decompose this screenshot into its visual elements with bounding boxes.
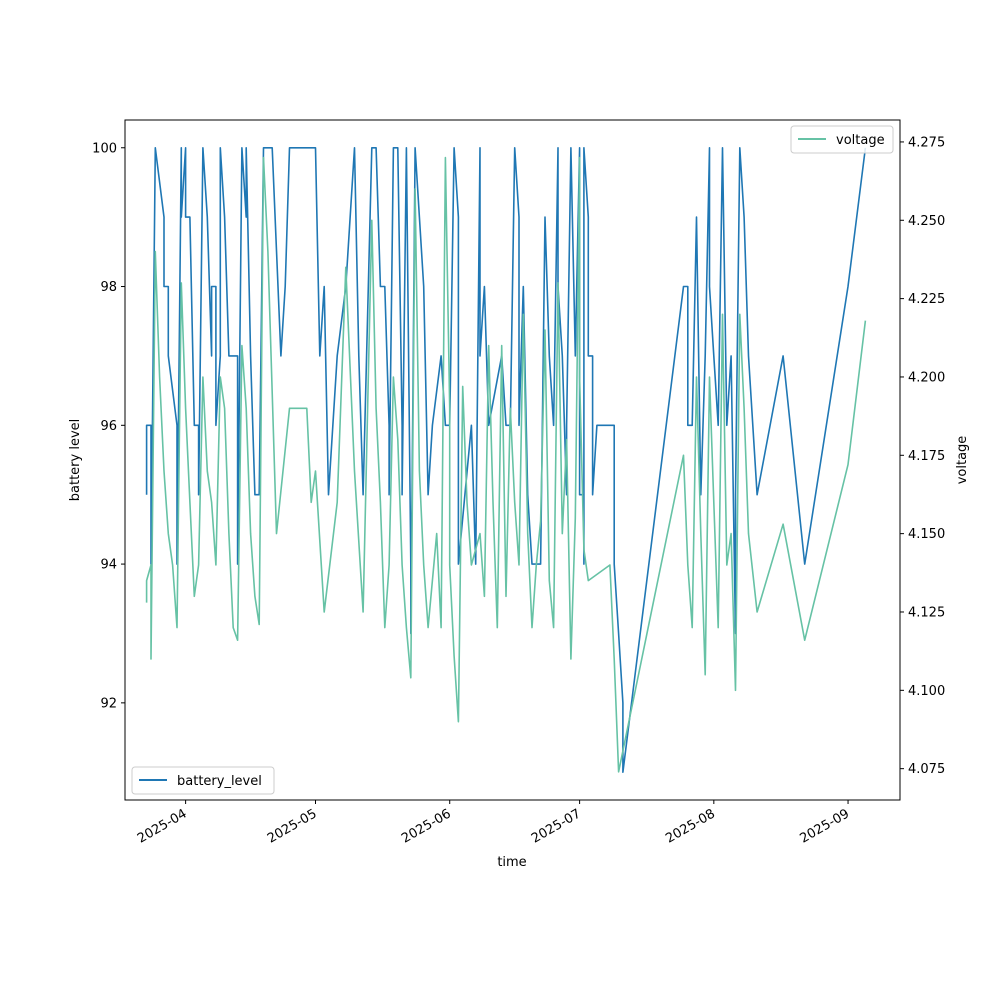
legend-voltage-label: voltage: [836, 133, 885, 148]
legend-voltage: voltage: [790, 125, 894, 154]
y-right-tick-label: 4.100: [908, 684, 945, 699]
plot-frame: [124, 119, 901, 801]
y-right-tick-label: 4.275: [908, 135, 945, 150]
y-right-tick-label: 4.125: [908, 605, 945, 620]
y-axis-left-title: battery level: [68, 419, 83, 502]
plot-area: [145, 147, 867, 774]
y-left-tick-label: 92: [100, 696, 117, 711]
y-axis-right: 4.075 4.100 4.125 4.150 4.175 4.200 4.225 4.250…: [900, 135, 945, 777]
y-axis-left: 92 94 96 98 100: [92, 141, 125, 711]
y-left-tick-label: 96: [100, 419, 117, 434]
y-right-tick-label: 4.075: [908, 762, 945, 777]
y-left-tick-label: 100: [92, 141, 117, 156]
x-axis-title: time: [497, 855, 526, 870]
y-right-tick-label: 4.150: [908, 527, 945, 542]
legend-voltage-box: [790, 125, 894, 154]
y-right-tick-label: 4.250: [908, 214, 945, 229]
y-right-tick-label: 4.200: [908, 370, 945, 385]
legend-battery-level-label: battery_level: [177, 774, 262, 789]
y-axis-right-title: voltage: [955, 436, 970, 485]
legend-battery-level: battery_level: [131, 766, 275, 795]
legend-battery-level-box: [131, 766, 275, 795]
y-left-tick-label: 94: [100, 558, 117, 573]
series-line-voltage: [145, 156, 867, 773]
y-right-tick-label: 4.175: [908, 449, 945, 464]
y-right-tick-label: 4.225: [908, 292, 945, 307]
y-left-tick-label: 98: [100, 280, 117, 295]
